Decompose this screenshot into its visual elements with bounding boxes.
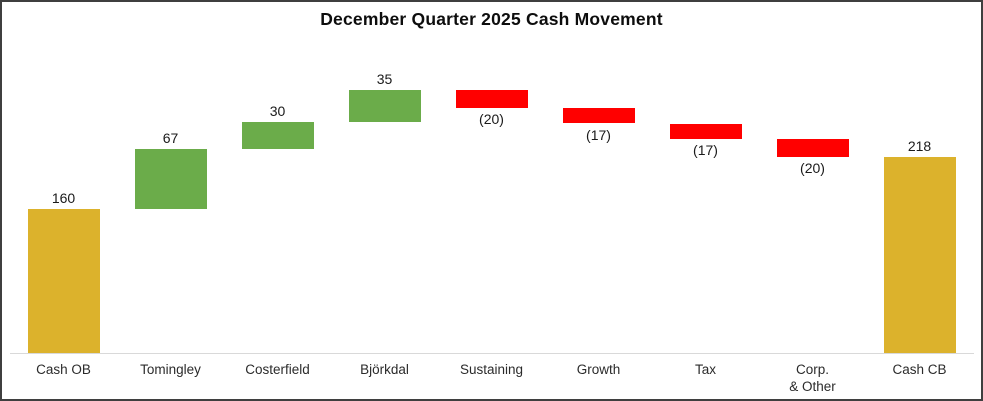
x-axis-label: Tax <box>694 362 716 377</box>
waterfall-bar <box>27 209 100 353</box>
data-label: (17) <box>586 126 611 143</box>
data-label: 160 <box>51 190 76 206</box>
x-axis-label: Corp. & Other <box>789 362 836 394</box>
x-axis-label: Growth <box>576 362 621 377</box>
waterfall-bar <box>883 156 956 353</box>
waterfall-bar <box>455 90 528 109</box>
waterfall-bar <box>348 90 421 122</box>
data-label: 35 <box>376 71 393 88</box>
waterfall-bar <box>134 148 207 209</box>
data-label: 218 <box>907 137 932 154</box>
waterfall-bar <box>562 108 635 124</box>
x-axis-label: Sustaining <box>459 362 524 377</box>
chart-title: December Quarter 2025 Cash Movement <box>320 9 663 29</box>
data-label: (20) <box>479 111 504 128</box>
waterfall-bar <box>776 138 849 157</box>
x-axis-line <box>10 353 974 354</box>
waterfall-bar <box>669 123 742 139</box>
x-axis-label: Tomingley <box>140 362 201 377</box>
x-axis-label: Cash CB <box>892 362 947 377</box>
data-label: (20) <box>800 159 825 176</box>
data-label: 30 <box>269 102 286 119</box>
data-label: (17) <box>693 141 718 158</box>
x-axis-label: Cash OB <box>36 362 91 377</box>
x-axis-label: Björkdal <box>360 362 409 377</box>
x-axis-label: Costerfield <box>245 362 310 377</box>
data-label: 67 <box>162 129 179 146</box>
waterfall-bar <box>241 121 314 149</box>
